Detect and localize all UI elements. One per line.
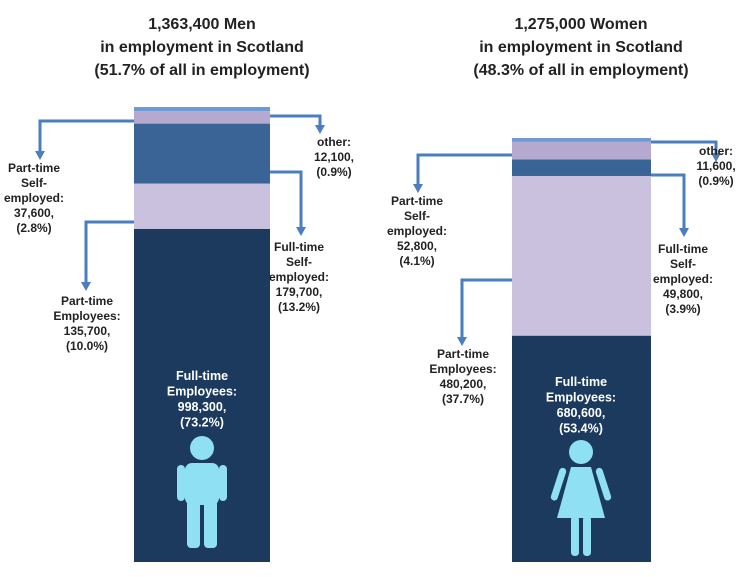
data-label-full-time-employees: Full-time [176,369,228,383]
data-label-part-time-self-employed: (2.8%) [16,221,51,235]
data-label-full-time-self-employed: 179,700, [276,285,323,299]
data-label-part-time-employees: Part-time [437,347,489,361]
data-label-full-time-self-employed: Self- [286,255,312,269]
chart-title-line: in employment in Scotland [100,39,304,56]
data-label-part-time-employees: (10.0%) [66,339,108,353]
data-label-part-time-self-employed: Self- [21,176,47,190]
data-label-full-time-employees: Employees: [167,385,237,399]
data-label-other: (0.9%) [698,174,733,188]
data-label-full-time-self-employed: (3.9%) [665,302,700,316]
data-label-part-time-self-employed: Self- [404,209,430,223]
data-label-part-time-employees: Part-time [61,294,113,308]
data-label-part-time-self-employed: Part-time [391,194,443,208]
data-label-full-time-employees: (73.2%) [180,416,224,430]
data-label-part-time-self-employed: employed: [387,224,447,238]
data-label-full-time-employees: Full-time [555,375,607,389]
data-label-part-time-employees: Employees: [429,362,496,376]
data-label-part-time-employees: 480,200, [440,377,487,391]
data-label-other: other: [317,135,351,149]
data-label-part-time-employees: 135,700, [64,324,111,338]
data-label-part-time-self-employed: employed: [4,191,64,205]
bar-segment-full-time-self-employed [512,159,651,176]
connector-part-time-self-employed [416,153,512,186]
bar-segment-part-time-self-employed [134,111,270,124]
chart-title-line: (48.3% of all in employment) [473,62,688,79]
data-label-other: (0.9%) [316,165,351,179]
data-label-other: 12,100, [314,150,354,164]
data-label-full-time-self-employed: Full-time [658,242,708,256]
data-label-part-time-self-employed: 37,600, [14,206,54,220]
data-label-full-time-self-employed: Self- [670,257,696,271]
chart-title-line: in employment in Scotland [479,39,683,56]
data-label-full-time-employees: 680,600, [557,406,606,420]
chart-title-line: (51.7% of all in employment) [94,62,309,79]
connector-arrow [35,151,45,160]
female-figure-icon [550,440,612,556]
data-label-full-time-employees: 998,300, [178,400,227,414]
male-figure-icon [177,436,227,548]
connector-full-time-self-employed [651,173,686,230]
connector-other [651,140,718,155]
bar-segment-part-time-self-employed [512,141,651,160]
data-label-full-time-self-employed: 49,800, [663,287,703,301]
data-label-part-time-self-employed: Part-time [8,161,60,175]
connector-arrow [679,228,689,237]
bar-segment-part-time-employees [512,175,651,336]
connector-arrow [711,153,721,162]
connector-other [270,114,322,127]
connector-part-time-employees [460,278,512,339]
data-label-full-time-self-employed: (13.2%) [278,300,320,314]
data-label-full-time-self-employed: employed: [269,270,329,284]
chart-title-line: 1,363,400 Men [148,16,256,33]
data-label-full-time-self-employed: employed: [653,272,713,286]
connector-arrow [413,184,423,193]
chart-panel-2: 1,275,000 Women in employment in Scotland… [387,16,736,562]
bar-segment-other [134,107,270,112]
connector-full-time-self-employed [270,170,303,229]
data-label-other: other: [699,144,733,158]
data-label-part-time-employees: (37.7%) [442,392,484,406]
chart-panel-1: 1,363,400 Men in employment in Scotland (5… [4,16,354,562]
data-label-part-time-employees: Employees: [53,309,120,323]
data-label-part-time-self-employed: (4.1%) [399,254,434,268]
data-label-full-time-employees: (53.4%) [559,422,603,436]
bar-segment-part-time-employees [134,183,270,229]
data-label-part-time-self-employed: 52,800, [397,239,437,253]
data-label-other: 11,600, [696,159,735,173]
bar-segment-other [512,138,651,142]
bar-segment-full-time-employees [134,228,270,562]
chart-title-line: 1,275,000 Women [514,16,647,33]
connector-arrow [81,282,91,291]
data-label-full-time-employees: Employees: [546,391,616,405]
connector-arrow [457,337,467,346]
connector-arrow [315,125,325,134]
bar-segment-full-time-self-employed [134,123,270,184]
data-label-full-time-self-employed: Full-time [274,240,324,254]
connector-part-time-self-employed [38,119,134,153]
connector-arrow [296,227,306,236]
connector-part-time-employees [84,220,134,284]
